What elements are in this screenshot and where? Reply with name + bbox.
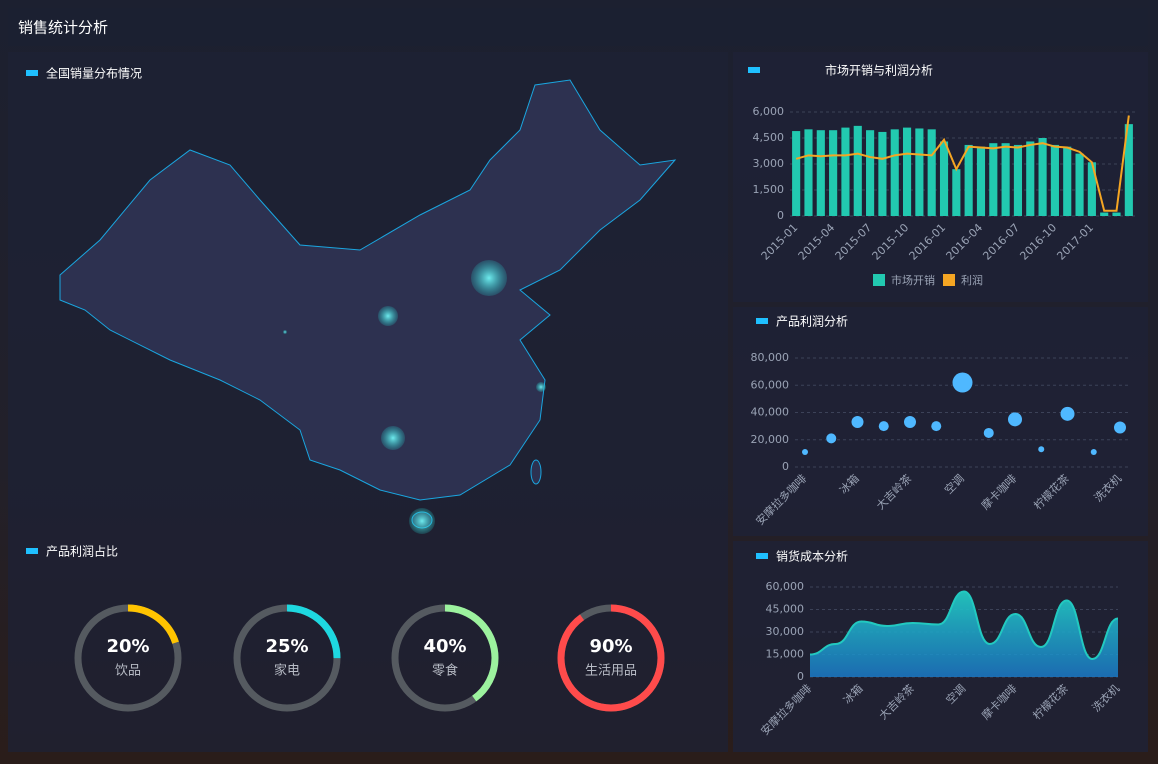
hotspot	[283, 330, 287, 334]
line	[795, 115, 1130, 212]
ring-name: 生活用品	[585, 664, 637, 679]
panel-title: 产品利润占比	[46, 544, 118, 559]
panel-title: 销货成本分析	[776, 549, 848, 564]
bar	[915, 128, 924, 216]
bubble	[1008, 412, 1022, 427]
ring-name: 饮品	[115, 664, 141, 679]
panel-title: 市场开销与利润分析	[825, 63, 933, 78]
y-tick-label: 0	[797, 670, 804, 683]
y-tick-label: 0	[777, 209, 784, 222]
bar	[952, 169, 961, 216]
y-tick-label: 60,000	[751, 378, 790, 391]
y-tick-label: 0	[782, 460, 789, 473]
bar	[878, 131, 887, 216]
y-tick-label: 60,000	[766, 580, 805, 593]
panel	[733, 307, 1148, 536]
bar	[804, 129, 813, 216]
bar	[1075, 153, 1084, 216]
bar	[1013, 144, 1023, 216]
hotspot	[381, 426, 405, 450]
bar	[1001, 143, 1010, 216]
bar	[1112, 212, 1121, 216]
ring-value	[557, 604, 665, 712]
area-line	[809, 590, 1119, 661]
bar	[829, 130, 838, 216]
bar	[1050, 144, 1059, 216]
bar	[1124, 124, 1133, 216]
bubble	[851, 416, 864, 429]
hotspot	[409, 508, 435, 534]
bubble	[1114, 421, 1126, 434]
bar	[792, 131, 801, 216]
title-icon	[26, 70, 38, 76]
panel-title: 产品利润分析	[776, 315, 848, 329]
y-tick-label: 30,000	[766, 625, 805, 638]
ring-value-label: 25%	[265, 636, 308, 657]
y-tick-label: 15,000	[766, 648, 805, 661]
area	[810, 591, 1118, 677]
legend-label: 利润	[961, 273, 983, 287]
bubble	[878, 421, 889, 432]
bar	[1087, 162, 1096, 216]
bar	[853, 125, 862, 216]
bar	[890, 129, 899, 216]
title-icon	[756, 553, 768, 559]
legend-label: 市场开销	[891, 273, 935, 287]
map	[59, 79, 677, 534]
y-tick-label: 4,500	[753, 131, 785, 144]
legend-swatch	[873, 274, 885, 286]
hotspot	[378, 306, 398, 326]
bubble	[931, 421, 942, 432]
island	[530, 459, 542, 485]
header	[8, 8, 1148, 46]
ring-name: 零食	[432, 663, 458, 679]
title-icon	[756, 318, 768, 324]
y-tick-label: 3,000	[753, 157, 785, 170]
ring-value-label: 90%	[589, 636, 632, 657]
bar	[866, 130, 875, 216]
bar	[1100, 212, 1109, 216]
hotspot	[536, 382, 546, 392]
ring-value-label: 20%	[106, 636, 149, 657]
y-tick-label: 45,000	[766, 603, 805, 616]
hotspot	[471, 260, 507, 296]
bar	[1038, 138, 1047, 216]
bar	[841, 127, 850, 216]
bar	[927, 129, 936, 216]
bar	[989, 143, 998, 216]
y-tick-label: 80,000	[751, 351, 790, 364]
bubble	[952, 372, 973, 393]
ring-value	[74, 604, 182, 712]
bar	[1063, 146, 1072, 216]
y-tick-label: 20,000	[751, 433, 790, 446]
map-outline	[59, 79, 677, 501]
bubble	[826, 433, 837, 444]
bar	[902, 127, 912, 216]
bar	[1026, 141, 1035, 216]
bubble	[1038, 446, 1045, 453]
title-icon	[748, 67, 760, 73]
panel-title: 全国销量分布情况	[46, 66, 142, 81]
bar	[939, 141, 949, 216]
title-icon	[26, 548, 38, 554]
bar	[964, 144, 973, 216]
ring-value-label: 40%	[423, 636, 466, 657]
bubble	[802, 449, 808, 456]
bubble	[1060, 406, 1075, 421]
bubble	[904, 416, 916, 429]
ring-value	[233, 604, 341, 712]
bubble	[983, 427, 994, 438]
y-tick-label: 1,500	[753, 183, 785, 196]
legend-swatch	[943, 274, 955, 286]
y-tick-label: 6,000	[753, 105, 785, 118]
y-tick-label: 40,000	[751, 406, 790, 419]
ring-value	[391, 604, 499, 712]
bar	[816, 130, 825, 216]
bubble	[1090, 449, 1097, 456]
ring-name: 家电	[274, 663, 300, 679]
bar	[976, 146, 986, 216]
page-title: 销售统计分析	[18, 19, 108, 37]
